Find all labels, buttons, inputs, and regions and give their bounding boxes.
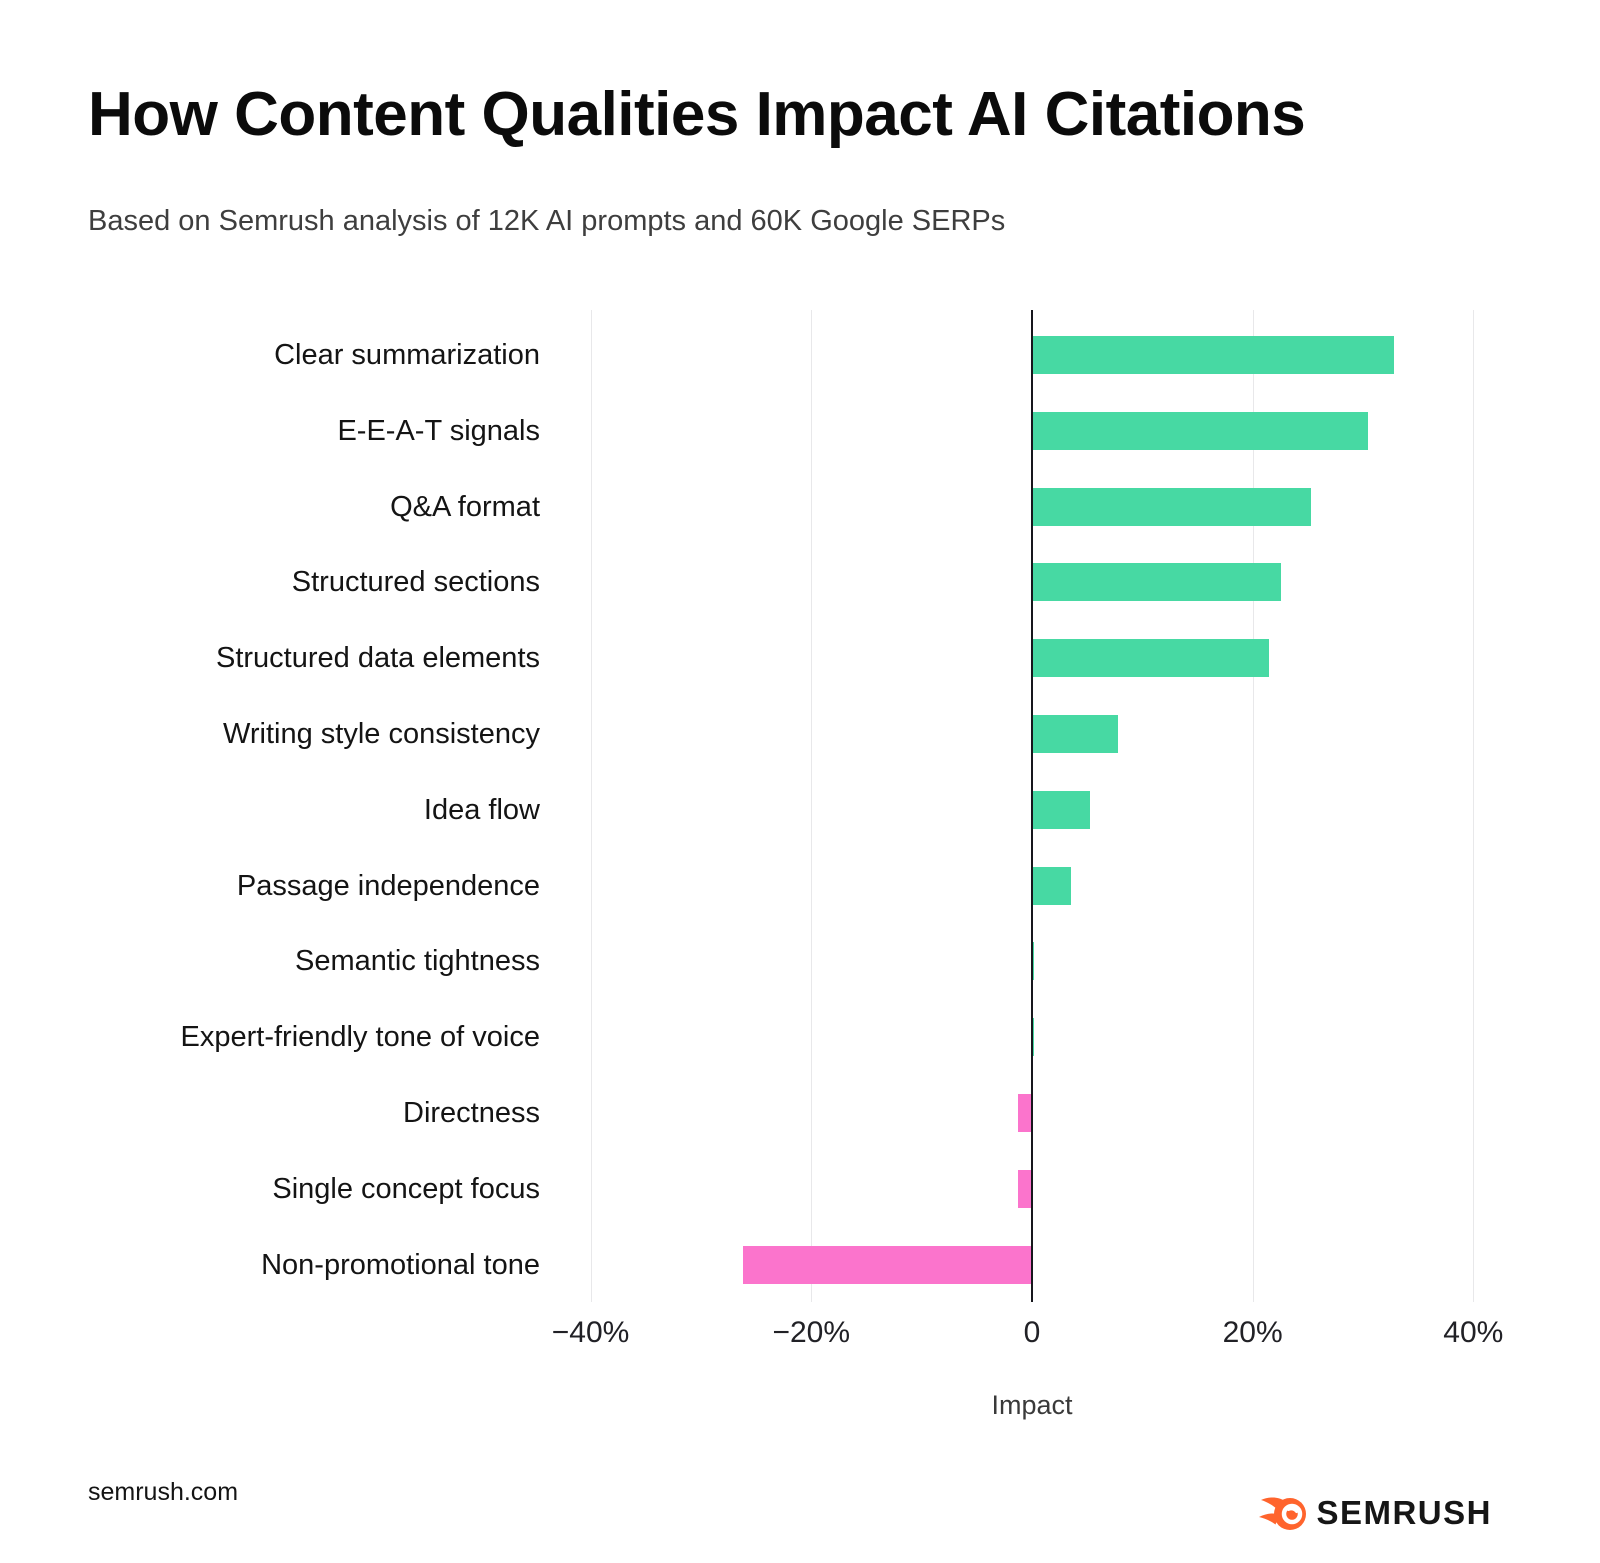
category-label-clear-summarization: Clear summarization xyxy=(274,339,540,371)
category-label-structured-sections: Structured sections xyxy=(291,566,540,599)
category-label-semantic-tightness: Semantic tightness xyxy=(294,945,540,978)
category-labels: Clear summarization E-E-A-T signals Q&A fo… xyxy=(0,0,540,1563)
category-label-q-a-format: Q&A format xyxy=(390,490,540,523)
category-label-expert-friendly-tone-of-voice: Expert-friendly tone of voice xyxy=(180,1021,540,1054)
category-label-non-promotional-tone: Non-promotional tone xyxy=(261,1248,540,1281)
gridline xyxy=(1252,310,1254,1302)
x-tick-label: −40% xyxy=(551,1316,630,1349)
x-tick-label: 40% xyxy=(1443,1316,1504,1349)
category-label-structured-data-elements: Structured data elements xyxy=(215,642,540,675)
gridline xyxy=(811,310,813,1302)
source-url: semrush.com xyxy=(88,1478,239,1506)
semrush-wordmark: SEMRUSH xyxy=(1316,1494,1492,1531)
category-label-writing-style-consistency: Writing style consistency xyxy=(223,718,540,750)
x-axis-title: Impact xyxy=(991,1390,1073,1420)
bar-semantic-tightness xyxy=(1031,942,1035,981)
category-label-single-concept-focus: Single concept focus xyxy=(272,1172,540,1205)
semrush-logo: SEMRUSH xyxy=(1259,1494,1492,1532)
category-label-idea-flow: Idea flow xyxy=(423,793,540,826)
x-tick-label: 0 xyxy=(1023,1316,1041,1349)
zero-axis-line xyxy=(1030,310,1033,1302)
bar-idea-flow xyxy=(1031,790,1091,829)
bar-structured-sections xyxy=(1031,563,1282,602)
x-tick-label: 20% xyxy=(1222,1316,1283,1349)
category-label-e-e-a-t-signals: E-E-A-T signals xyxy=(337,414,540,447)
bar-writing-style-consistency xyxy=(1031,715,1118,753)
plot-area xyxy=(563,310,1502,1302)
gridline xyxy=(590,310,592,1302)
chart-title: How Content Qualities Impact AI Citation… xyxy=(88,80,1306,149)
x-tick-label: −20% xyxy=(772,1316,851,1349)
gridline xyxy=(1473,310,1475,1302)
bar-structured-data-elements xyxy=(1031,639,1270,678)
bar-e-e-a-t-signals xyxy=(1031,411,1369,450)
chart-subtitle: Based on Semrush analysis of 12K AI prom… xyxy=(88,205,1006,237)
bar-q-a-format xyxy=(1031,487,1312,526)
category-label-passage-independence: Passage independence xyxy=(236,869,540,902)
bar-single-concept-focus xyxy=(1017,1169,1032,1208)
bar-directness xyxy=(1017,1094,1032,1132)
bar-clear-summarization xyxy=(1031,336,1394,374)
category-label-directness: Directness xyxy=(403,1097,540,1129)
bar-passage-independence xyxy=(1031,866,1071,905)
bar-expert-friendly-tone-of-voice xyxy=(1031,1018,1035,1057)
bar-non-promotional-tone xyxy=(742,1245,1032,1284)
semrush-flame-icon xyxy=(1259,1497,1307,1530)
